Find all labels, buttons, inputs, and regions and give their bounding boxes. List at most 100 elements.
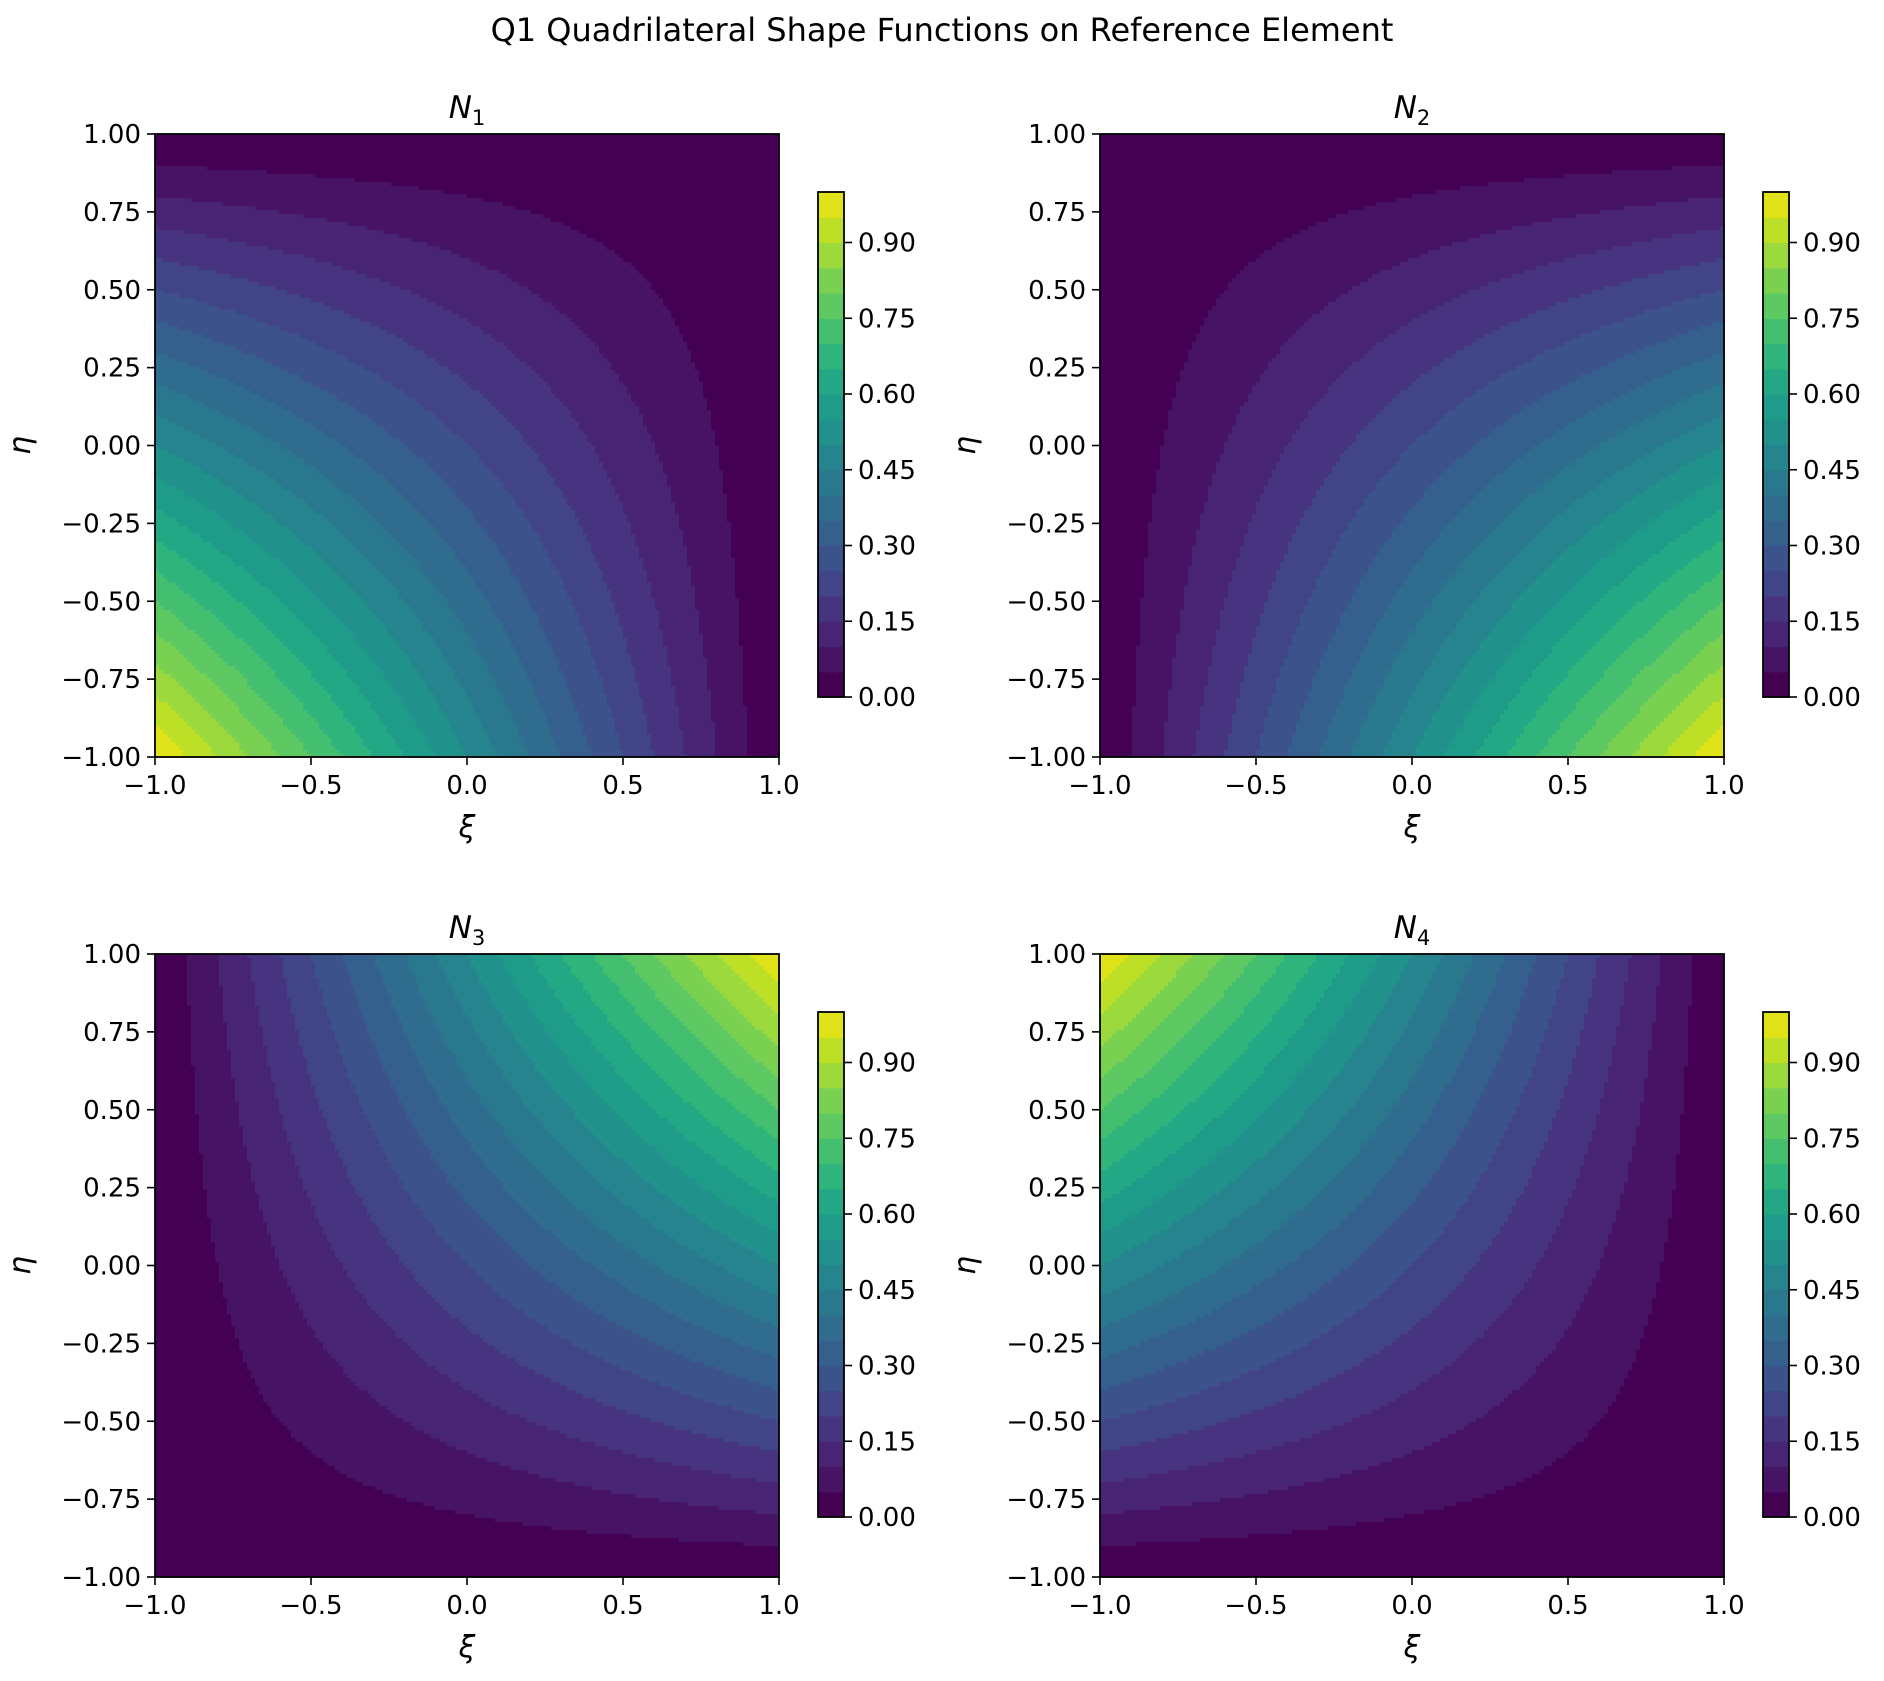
contour-band bbox=[379, 1050, 416, 1055]
contour-band bbox=[483, 1102, 524, 1107]
contour-band bbox=[1352, 518, 1405, 523]
contour-band bbox=[155, 986, 188, 991]
contour-band bbox=[1540, 706, 1577, 711]
contour-band bbox=[1580, 538, 1629, 543]
contour-band bbox=[735, 1074, 776, 1079]
contour-band bbox=[727, 518, 780, 523]
contour-band bbox=[635, 542, 684, 547]
contour-band bbox=[299, 578, 344, 583]
contour-band bbox=[167, 578, 212, 583]
contour-band bbox=[303, 1442, 448, 1447]
contour-band bbox=[511, 278, 648, 283]
contour-band bbox=[1160, 454, 1221, 459]
contour-band bbox=[635, 1090, 676, 1095]
contour-band bbox=[1604, 750, 1637, 755]
contour-band bbox=[419, 726, 452, 731]
contour-band bbox=[1624, 690, 1657, 695]
contour-band bbox=[247, 606, 288, 611]
contour-band bbox=[739, 642, 780, 647]
contour-band bbox=[719, 1058, 756, 1063]
contour-band bbox=[747, 1114, 780, 1119]
contour-band bbox=[423, 406, 496, 411]
contour-band bbox=[1636, 422, 1705, 427]
contour-band bbox=[263, 658, 300, 663]
contour-band bbox=[155, 546, 168, 551]
contour-band bbox=[155, 1458, 324, 1463]
contour-band bbox=[327, 1014, 364, 1019]
contour-band bbox=[235, 310, 344, 315]
contour-band bbox=[723, 1370, 780, 1375]
contour-band bbox=[447, 662, 488, 667]
contour-band bbox=[195, 730, 228, 735]
contour-band bbox=[515, 1034, 552, 1039]
contour-band bbox=[1100, 354, 1189, 359]
contour-band bbox=[435, 1226, 492, 1231]
contour-band bbox=[695, 1142, 740, 1147]
contour-band bbox=[435, 1018, 472, 1023]
contour-band bbox=[739, 1142, 780, 1147]
contour-band bbox=[1188, 574, 1233, 579]
contour-band bbox=[1588, 690, 1625, 695]
contour-band bbox=[715, 1298, 780, 1303]
contour-band bbox=[155, 1202, 208, 1207]
contour-band bbox=[1644, 346, 1725, 351]
contour-band bbox=[1600, 366, 1681, 371]
contour-band bbox=[735, 558, 780, 563]
contour-band bbox=[551, 218, 780, 223]
contour-band bbox=[1332, 722, 1365, 727]
contour-band bbox=[311, 506, 364, 511]
contour-band bbox=[399, 1174, 448, 1179]
contour-band bbox=[339, 618, 380, 623]
contour-band bbox=[1712, 386, 1725, 391]
contour-band bbox=[479, 1038, 516, 1043]
contour-band bbox=[559, 310, 672, 315]
contour-band bbox=[563, 1290, 632, 1295]
contour-band bbox=[363, 1010, 396, 1015]
contour-band bbox=[1488, 434, 1553, 439]
contour-band bbox=[1320, 662, 1357, 667]
contour-band bbox=[1336, 298, 1453, 303]
contour-band bbox=[1284, 662, 1321, 667]
contour-band bbox=[1652, 378, 1725, 383]
contour-band bbox=[1212, 658, 1249, 663]
contour-band bbox=[1168, 690, 1205, 695]
contour-band bbox=[731, 546, 780, 551]
contour-band bbox=[635, 678, 672, 683]
contour-band bbox=[355, 638, 396, 643]
contour-band bbox=[299, 738, 332, 743]
contour-band bbox=[659, 998, 696, 1003]
contour-band bbox=[155, 1090, 196, 1095]
contour-band bbox=[191, 1050, 232, 1055]
contour-band bbox=[1524, 498, 1577, 503]
contour-band bbox=[667, 1310, 744, 1315]
contour-band bbox=[327, 518, 376, 523]
contour-band bbox=[219, 550, 268, 555]
contour-band bbox=[459, 618, 500, 623]
contour-band bbox=[499, 1350, 588, 1355]
contour-band bbox=[719, 1230, 776, 1235]
contour-band bbox=[1100, 358, 1189, 363]
contour-band bbox=[319, 726, 356, 731]
contour-band bbox=[187, 966, 220, 971]
contour-band bbox=[1100, 438, 1165, 443]
contour-band bbox=[1140, 638, 1177, 643]
contour-band bbox=[243, 566, 288, 571]
contour-band bbox=[1204, 686, 1241, 691]
contour-band bbox=[355, 726, 388, 731]
contour-band bbox=[1552, 690, 1589, 695]
contour-band bbox=[1336, 630, 1373, 635]
contour-band bbox=[1396, 726, 1429, 731]
contour-band bbox=[667, 474, 724, 479]
contour-band bbox=[1420, 618, 1461, 623]
contour-band bbox=[1312, 498, 1365, 503]
contour-band bbox=[691, 1358, 780, 1363]
contour-band bbox=[571, 694, 608, 699]
contour-band bbox=[727, 1134, 772, 1139]
contour-band bbox=[579, 1254, 640, 1259]
contour-band bbox=[603, 686, 640, 691]
contour-band bbox=[1208, 494, 1261, 499]
contour-band bbox=[1340, 458, 1401, 463]
contour-band bbox=[395, 1006, 428, 1011]
contour-band bbox=[259, 542, 304, 547]
contour-band bbox=[459, 1002, 496, 1007]
